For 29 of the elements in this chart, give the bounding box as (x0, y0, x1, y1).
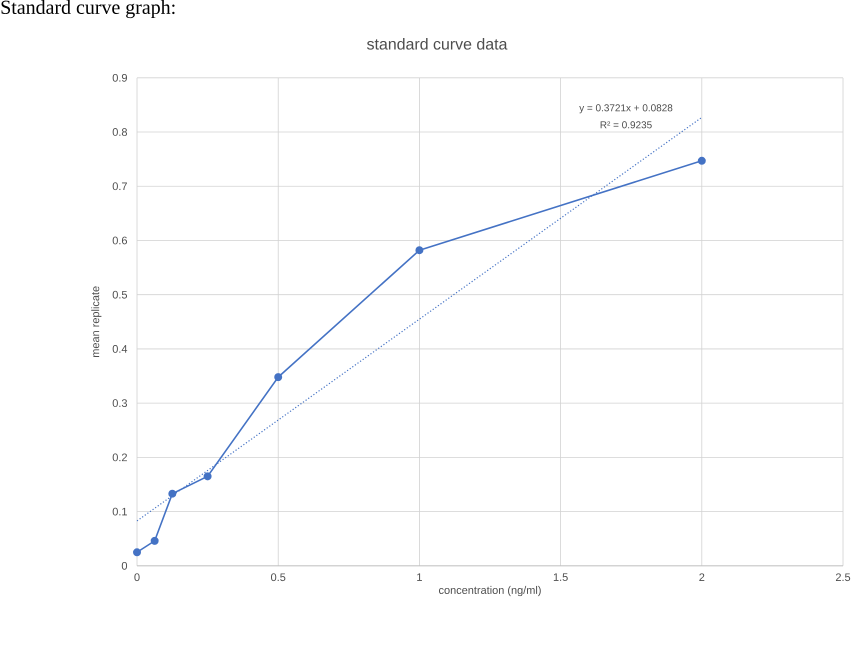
y-tick-label: 0.1 (112, 508, 127, 516)
point (415, 246, 424, 254)
y-tick-label: 0.3 (112, 399, 128, 408)
point (698, 156, 706, 165)
y-tick-label: 0.4 (112, 345, 128, 353)
annotation: y = 0.3721x + 0.0828 (579, 104, 672, 114)
y-axis-title: mean replicate (91, 286, 102, 358)
text: Standard curve graph: (2, 0, 175, 18)
y-tick-label: 0.8 (112, 128, 128, 136)
y-tick-label: 0.9 (112, 74, 127, 82)
point (133, 548, 141, 556)
y-tick-label: 0.7 (112, 182, 127, 190)
x-tick-label: 1.5 (554, 573, 568, 582)
y-tick-label: 0 (122, 562, 128, 570)
x-tick-label: 1 (417, 573, 422, 581)
point (274, 373, 282, 382)
x-tick-label: 0 (134, 573, 140, 582)
y-tick-label: 0.5 (112, 290, 128, 299)
point (204, 472, 212, 480)
x-axis-title: concentration (ng/ml) (439, 586, 541, 596)
y-tick-label: 0.6 (112, 236, 128, 244)
annotation: R² = 0.9235 (600, 121, 652, 128)
chart-title: standard curve data (366, 38, 508, 50)
x-tick-label: 2 (699, 573, 704, 582)
point (150, 536, 159, 545)
y-tick-label: 0.2 (112, 454, 127, 462)
point (168, 490, 176, 498)
x-tick-label: 2.5 (836, 573, 850, 582)
x-tick-label: 0.5 (271, 573, 286, 582)
